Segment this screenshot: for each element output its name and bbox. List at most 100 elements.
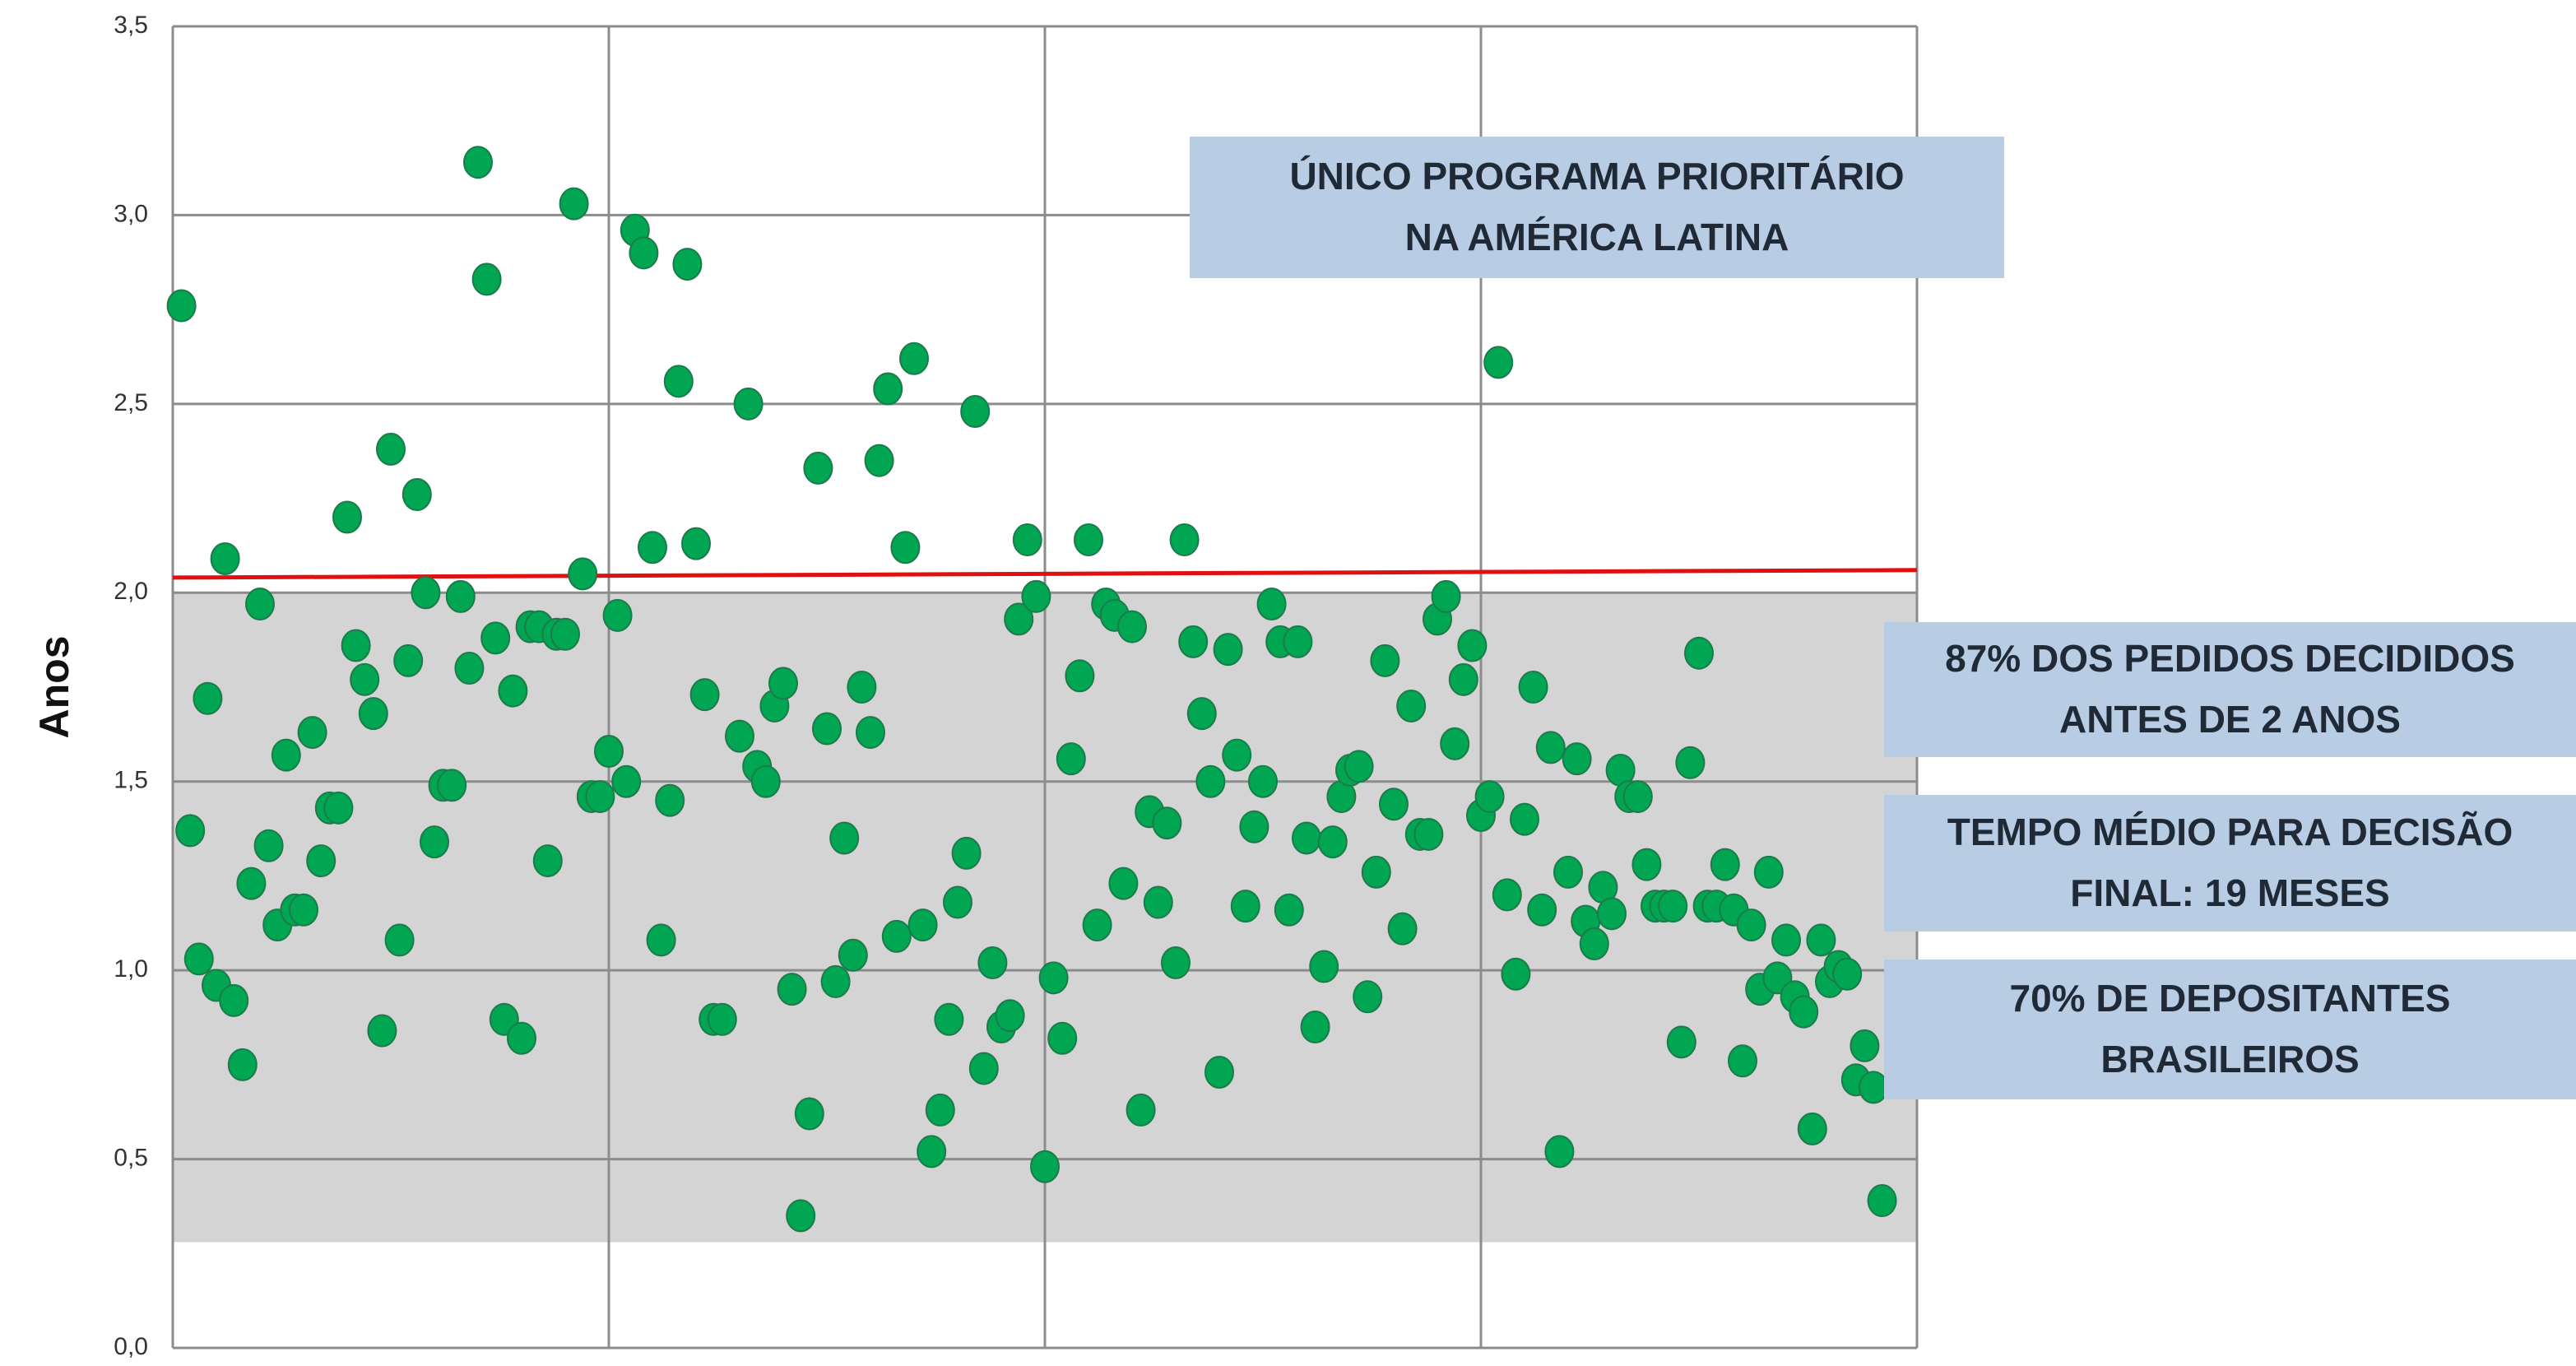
point [219,983,249,1017]
point [1204,1056,1234,1090]
annotation-line: TEMPO MÉDIO PARA DECISÃO [1947,811,2513,853]
point [646,923,676,957]
annotation-box [1884,622,2576,757]
annotation-line: 70% DE DEPOSITANTES [2010,977,2451,1020]
point [689,678,720,712]
point [1622,780,1653,814]
point [1169,523,1200,557]
point [1248,764,1278,798]
point [968,1052,999,1085]
point [175,814,206,848]
point [245,588,275,621]
point [1274,893,1304,927]
point [1317,825,1348,859]
y-tick-label: 3,0 [114,200,148,227]
y-tick-label: 2,0 [114,578,148,605]
point [480,621,511,655]
point [1117,610,1147,644]
point [655,783,685,817]
point [454,652,485,685]
point [420,825,449,859]
point [1666,1025,1696,1059]
point [934,1002,964,1036]
point [1789,995,1819,1029]
point [1413,817,1444,851]
point [786,1199,816,1233]
point [638,531,667,565]
point [323,791,354,825]
point [463,146,493,179]
point [498,674,528,708]
point [1126,1093,1156,1127]
annotation-line: 87% DOS PEDIDOS DECIDIDOS [1945,637,2515,680]
point [306,844,337,878]
reference-line [172,568,1918,580]
point [585,780,615,814]
point [183,942,214,976]
point [838,938,868,972]
point [1684,636,1714,670]
point [602,598,633,632]
point [1510,802,1539,836]
point [1474,780,1505,814]
point [1771,923,1801,957]
point [1631,848,1662,881]
point [1440,727,1470,760]
point [1038,961,1069,995]
point [794,1097,824,1131]
point [1353,980,1383,1014]
point [1675,746,1706,779]
point [1108,867,1139,900]
point [1292,821,1321,855]
point [1143,885,1173,919]
point [812,712,842,746]
point [1361,855,1391,889]
point [1431,579,1461,613]
point [1186,697,1217,731]
point [384,923,415,957]
point [1161,946,1191,979]
point [1553,855,1583,889]
point [856,716,885,750]
point [1579,927,1609,961]
annotation-line: NA AMÉRICA LATINA [1405,216,1789,258]
point [1448,662,1478,696]
annotation-line: FINAL: 19 MESES [2070,871,2390,914]
point [550,617,580,651]
point [411,576,441,610]
point [1047,1021,1078,1055]
point [1004,602,1034,636]
point [1195,764,1226,798]
point [1806,923,1836,957]
point [881,919,912,953]
point [672,248,703,281]
point [1492,878,1522,912]
point [733,387,764,420]
annotation-box [1884,959,2576,1099]
point [663,365,694,398]
annotation-box [1190,137,2004,278]
point [1082,908,1112,942]
point [367,1014,397,1048]
point [803,451,833,485]
point [1859,1071,1888,1104]
point [166,289,197,323]
y-tick-label: 1,5 [114,767,148,794]
point [1379,788,1409,821]
point [629,236,659,270]
point [271,738,301,772]
point [1370,644,1400,677]
point [568,557,598,591]
point [750,764,781,798]
annotation-line: ANTES DE 2 ANOS [2059,698,2401,741]
point [1152,806,1182,840]
point [445,579,476,613]
point [847,671,877,704]
point [829,821,860,855]
point [725,719,754,753]
point [227,1048,258,1081]
point [890,531,921,565]
annotation-line: BRASILEIROS [2100,1038,2359,1080]
point [1230,890,1260,923]
